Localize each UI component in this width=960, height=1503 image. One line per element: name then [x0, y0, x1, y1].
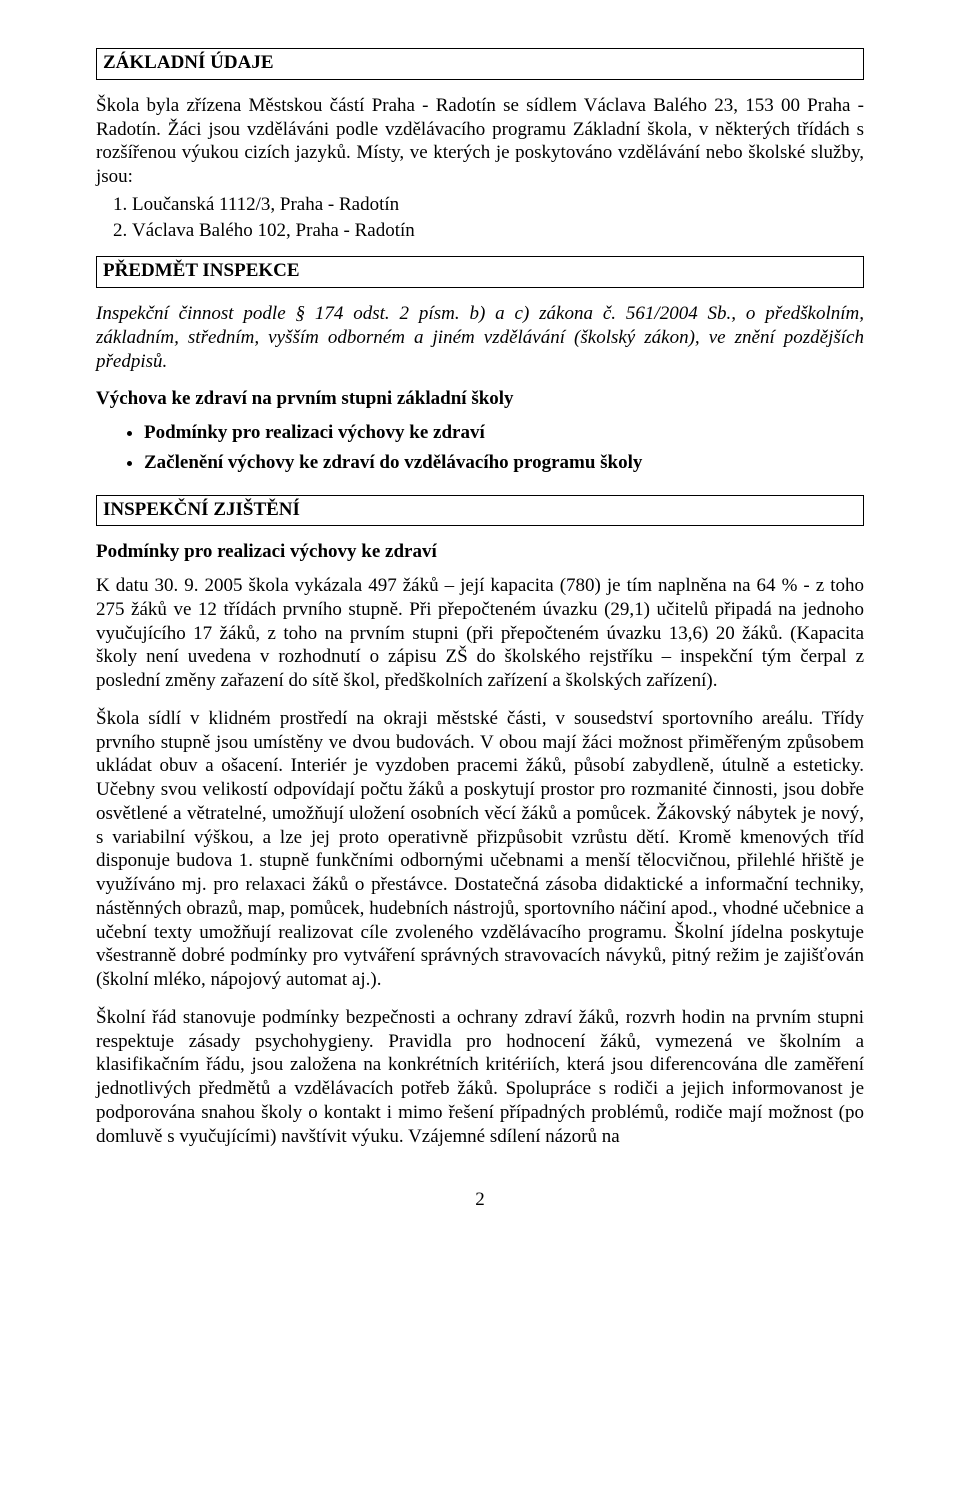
heading-zjisteni: INSPEKČNÍ ZJIŠTĚNÍ [103, 499, 300, 520]
page-number: 2 [96, 1188, 864, 1212]
para-zjisteni-1: K datu 30. 9. 2005 škola vykázala 497 žá… [96, 574, 864, 693]
para-predmet-body: Inspekční činnost podle § 174 odst. 2 pí… [96, 302, 864, 373]
section-box-zjisteni: INSPEKČNÍ ZJIŠTĚNÍ [96, 495, 864, 527]
para-zakladni-udaje-intro: Škola byla zřízena Městskou částí Praha … [96, 94, 864, 189]
bullet-zacleneni: Začlenění výchovy ke zdraví do vzdělávac… [144, 451, 864, 475]
list-item-place-2: Václava Balého 102, Praha - Radotín [132, 219, 864, 243]
list-item-place-1: Loučanská 1112/3, Praha - Radotín [132, 193, 864, 217]
bullet-podminky: Podmínky pro realizaci výchovy ke zdraví [144, 421, 864, 445]
para-zjisteni-3: Školní řád stanovuje podmínky bezpečnost… [96, 1006, 864, 1149]
section-box-zakladni-udaje: ZÁKLADNÍ ÚDAJE [96, 48, 864, 80]
subhead-podminky-realizace: Podmínky pro realizaci výchovy ke zdraví [96, 540, 864, 564]
list-places: Loučanská 1112/3, Praha - Radotín Václav… [132, 193, 864, 243]
bullet-list-predmet: Podmínky pro realizaci výchovy ke zdraví… [144, 421, 864, 475]
subhead-vychova: Výchova ke zdraví na prvním stupni zákla… [96, 387, 864, 411]
para-zjisteni-2: Škola sídlí v klidném prostředí na okraj… [96, 707, 864, 992]
section-box-predmet: PŘEDMĚT INSPEKCE [96, 256, 864, 288]
heading-predmet: PŘEDMĚT INSPEKCE [103, 260, 300, 281]
heading-zakladni-udaje: ZÁKLADNÍ ÚDAJE [103, 52, 274, 73]
